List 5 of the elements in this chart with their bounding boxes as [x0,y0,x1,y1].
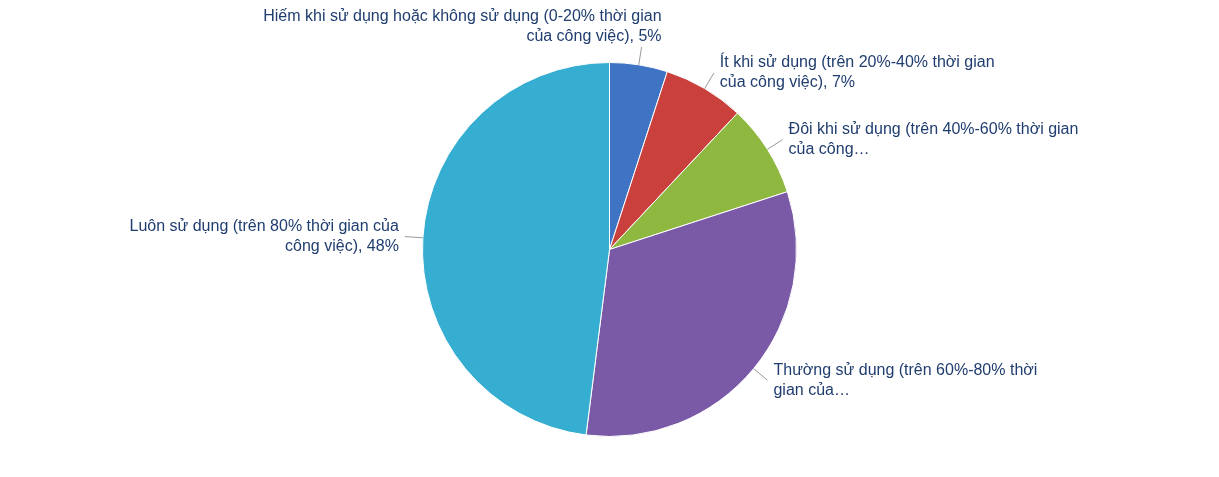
slice-label: Luôn sử dụng (trên 80% thời gian của công việc), 48% [129,217,400,255]
slice-label: Đôi khi sử dụng (trên 40%-60% thời gian của công… [788,120,1079,158]
slice-label: Hiếm khi sử dụng hoặc không sử dụng (0-20% thời gian của công việc), 5% [263,7,662,45]
slice-label: Ít khi sử dụng (trên 20%-40% thời gian của công việc), 7% [719,52,995,91]
slice-label: Thường sử dụng (trên 60%-80% thời gian của… [773,360,1038,398]
